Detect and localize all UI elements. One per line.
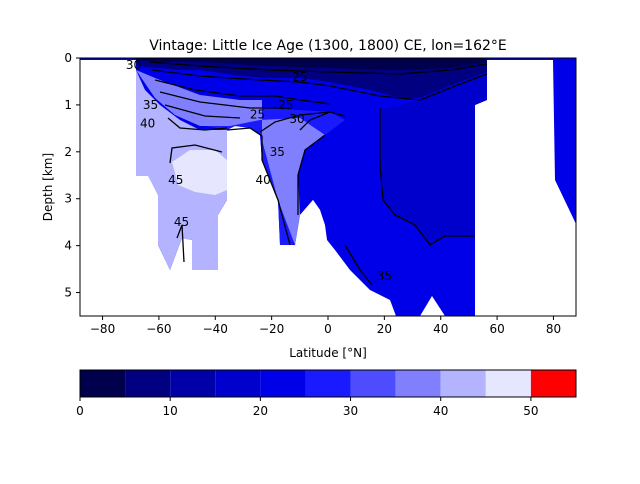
colorbar-tick-label: 40	[433, 404, 448, 418]
colorbar-swatch	[350, 370, 396, 397]
contour-line	[259, 111, 331, 133]
contour-line	[151, 69, 488, 101]
colorbar-tick-label: 20	[253, 404, 268, 418]
contour-line	[344, 244, 373, 286]
field-aaiw-45	[172, 150, 227, 195]
contour-line	[149, 61, 488, 75]
x-tick-label: 80	[546, 322, 561, 336]
contour-label: 45	[168, 173, 183, 187]
y-axis-label: Depth [km]	[41, 153, 55, 221]
y-tick-label: 5	[64, 286, 72, 300]
colorbar-tick-label: 10	[163, 404, 178, 418]
x-axis-label: Latitude [°N]	[289, 346, 367, 360]
colorbar-tick-label: 0	[76, 404, 84, 418]
colorbar-swatch	[485, 370, 531, 397]
field-aaiw-35	[136, 70, 325, 245]
x-tick-label: −40	[203, 322, 228, 336]
colorbar-swatch	[125, 370, 171, 397]
x-tick-label: 0	[324, 322, 332, 336]
contour-label: 45	[174, 215, 189, 229]
x-tick-label: 60	[489, 322, 504, 336]
contour-line	[176, 224, 185, 263]
colorbar-tick-label: 50	[523, 404, 538, 418]
colorbar-tick-label: 30	[343, 404, 358, 418]
x-tick-label: −20	[259, 322, 284, 336]
contour-line	[167, 117, 228, 131]
colorbar-swatch	[170, 370, 216, 397]
x-tick-label: −80	[90, 322, 115, 336]
x-tick-label: −60	[146, 322, 171, 336]
x-axis: −80 −60 −40 −20 0 20 40 60 80	[90, 316, 561, 336]
contour-line	[299, 111, 346, 131]
plot-area	[80, 58, 576, 316]
contour-label: 25	[250, 107, 265, 121]
y-tick-label: 2	[64, 145, 72, 159]
contour-label: 35	[377, 269, 392, 283]
contour-label: 30	[289, 112, 304, 126]
contour-label: 30	[126, 58, 141, 72]
y-axis: 0 1 2 3 4 5	[64, 51, 80, 300]
contour-line	[226, 127, 291, 246]
y-tick-label: 0	[64, 51, 72, 65]
mask-land	[80, 60, 136, 316]
contour-line	[379, 108, 475, 246]
contour-label: 40	[256, 173, 271, 187]
contour-label: 35	[143, 98, 158, 112]
x-tick-label: 20	[377, 322, 392, 336]
colorbar-frame	[79, 369, 577, 398]
contour-label: 25	[278, 98, 293, 112]
colorbar-swatch	[305, 370, 351, 397]
y-tick-label: 3	[64, 192, 72, 206]
colorbar-swatch	[260, 370, 306, 397]
contour-line	[154, 79, 331, 105]
x-tick-label: 40	[433, 322, 448, 336]
contour-line	[297, 134, 326, 215]
contour-line	[169, 144, 223, 164]
colorbar: 0 10 20 30 40 50	[76, 369, 577, 418]
mask-seafloor-1	[295, 200, 328, 316]
contour-label: 35	[270, 145, 285, 159]
field-surface-top	[136, 58, 487, 70]
contour-label: 40	[140, 117, 155, 131]
contour-line	[164, 104, 241, 119]
y-tick-label: 1	[64, 98, 72, 112]
field-deep-band	[380, 72, 487, 245]
colorbar-swatch	[395, 370, 441, 397]
y-tick-label: 4	[64, 239, 72, 253]
colorbar-swatch	[215, 370, 261, 397]
colorbar-swatch	[440, 370, 486, 397]
contour-lines	[149, 61, 488, 286]
chart-title: Vintage: Little Ice Age (1300, 1800) CE,…	[149, 38, 507, 54]
contour-line	[159, 91, 290, 109]
colorbar-swatch	[80, 370, 126, 397]
colorbar-swatch	[530, 370, 576, 397]
contour-label: 25	[292, 70, 307, 84]
